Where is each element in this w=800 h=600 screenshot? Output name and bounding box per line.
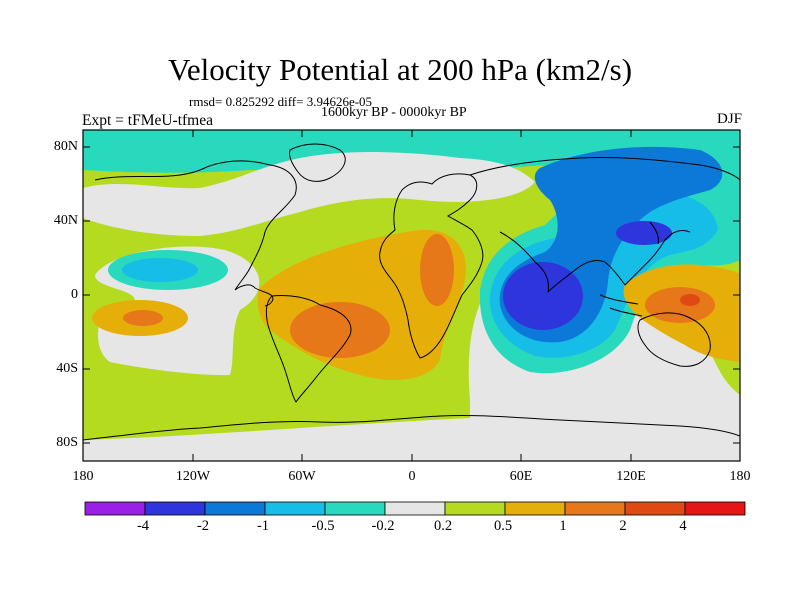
colorbar-label: 1 — [559, 518, 567, 534]
lat-label-80s: 80S — [56, 435, 78, 450]
lon-label-180e: 180 — [729, 469, 751, 484]
colorbar-label: -2 — [196, 518, 210, 534]
coast-south-america — [265, 295, 352, 403]
lat-label-0: 0 — [71, 287, 78, 302]
axis-ticks — [83, 130, 740, 461]
stats-label: rmsd= 0.825292 diff= 3.94626e-05 — [189, 94, 373, 109]
coast-north-america — [94, 160, 297, 307]
season-label: DJF — [716, 111, 742, 127]
contour-africa-deep-orange — [420, 234, 454, 306]
contour-wpacific-red — [680, 294, 700, 306]
colorbar-swatch — [264, 501, 326, 516]
coast-indonesia — [599, 294, 643, 317]
experiment-label: Expt = tFMeU-tfmea — [82, 112, 213, 129]
colorbar-swatch — [324, 501, 386, 516]
contour-antarctic-grey — [83, 416, 740, 461]
period-label: 1600kyr BP - 0000kyr BP — [321, 105, 467, 120]
lat-label-40n: 40N — [53, 213, 78, 228]
contour-wpacific-deep-orange — [645, 287, 715, 323]
contour-epacific-deep-orange — [123, 310, 163, 326]
colorbar-swatch — [624, 501, 686, 516]
colorbar-label: -0.2 — [371, 518, 395, 534]
lon-label-60w: 60W — [288, 469, 316, 484]
colorbar-label: -4 — [136, 518, 150, 534]
colorbar-swatch — [444, 501, 506, 516]
colorbar-label: 4 — [679, 518, 687, 534]
coastlines — [83, 143, 740, 441]
coast-antarctica — [83, 414, 740, 441]
lat-label-80n: 80N — [53, 139, 78, 154]
coast-asia — [469, 156, 740, 293]
coast-europe-africa — [379, 173, 484, 359]
coast-japan — [649, 221, 659, 245]
contour-field — [83, 130, 740, 461]
contour-north-cyan — [83, 130, 740, 232]
colorbar-label: 0.2 — [433, 518, 453, 534]
plot-title: Velocity Potential at 200 hPa (km2/s) — [167, 52, 633, 87]
lon-label-0: 0 — [408, 469, 416, 484]
coast-australia — [637, 312, 711, 367]
colorbar-label: 2 — [619, 518, 627, 534]
lon-label-60e: 60E — [509, 469, 533, 484]
colorbar-swatch — [684, 501, 746, 516]
contour-north-grey — [83, 152, 535, 236]
colorbar — [84, 501, 746, 516]
lon-label-120w: 120W — [175, 469, 211, 484]
contour-npacific-lightblue — [122, 258, 198, 282]
colorbar-swatch — [384, 501, 446, 516]
colorbar-label: 0.5 — [493, 518, 513, 534]
coast-greenland — [289, 143, 346, 182]
colorbar-swatch — [564, 501, 626, 516]
colorbar-label: -0.5 — [311, 518, 335, 534]
colorbar-swatch — [204, 501, 266, 516]
colorbar-swatch — [504, 501, 566, 516]
lon-label-120e: 120E — [616, 469, 646, 484]
contour-satlantic-deep-orange — [290, 302, 390, 358]
lat-label-40s: 40S — [56, 361, 78, 376]
colorbar-swatch — [144, 501, 206, 516]
contour-indian-darkblue — [503, 262, 583, 330]
lon-label-180w: 180 — [72, 469, 94, 484]
colorbar-swatch — [84, 501, 146, 516]
colorbar-label: -1 — [256, 518, 270, 534]
